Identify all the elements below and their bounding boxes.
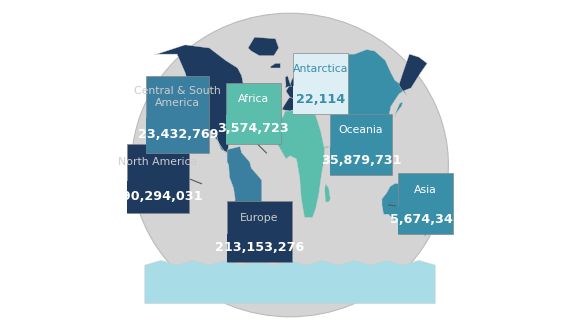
FancyBboxPatch shape — [146, 76, 209, 153]
Text: Africa: Africa — [238, 94, 269, 104]
FancyBboxPatch shape — [227, 201, 292, 262]
FancyBboxPatch shape — [398, 173, 453, 234]
FancyBboxPatch shape — [329, 114, 392, 175]
Text: 390,294,031: 390,294,031 — [113, 190, 203, 203]
Text: Central & South
America: Central & South America — [135, 86, 221, 108]
Text: 22,114: 22,114 — [296, 93, 345, 106]
Polygon shape — [195, 119, 228, 153]
Polygon shape — [227, 147, 262, 250]
Text: Oceania: Oceania — [339, 125, 383, 135]
Text: 5,674,341: 5,674,341 — [390, 213, 461, 226]
Polygon shape — [276, 108, 331, 217]
Text: Europe: Europe — [240, 213, 279, 223]
Polygon shape — [294, 57, 314, 79]
Polygon shape — [282, 94, 321, 111]
Text: 23,432,769: 23,432,769 — [137, 128, 218, 141]
Polygon shape — [429, 223, 432, 230]
Polygon shape — [271, 63, 280, 68]
Polygon shape — [154, 45, 244, 153]
Polygon shape — [382, 183, 414, 230]
Polygon shape — [395, 102, 403, 117]
FancyBboxPatch shape — [329, 147, 392, 175]
FancyBboxPatch shape — [226, 82, 281, 144]
Polygon shape — [306, 50, 407, 162]
Text: 3,574,723: 3,574,723 — [218, 122, 289, 135]
Text: Asia: Asia — [414, 185, 437, 195]
Polygon shape — [286, 56, 313, 99]
Ellipse shape — [132, 13, 448, 317]
FancyBboxPatch shape — [227, 234, 292, 262]
Text: 213,153,276: 213,153,276 — [215, 241, 304, 254]
Text: Antarctica: Antarctica — [293, 64, 348, 74]
Polygon shape — [325, 183, 331, 202]
FancyBboxPatch shape — [126, 181, 189, 213]
FancyBboxPatch shape — [293, 53, 348, 114]
Polygon shape — [399, 54, 427, 91]
FancyBboxPatch shape — [293, 86, 348, 114]
Polygon shape — [248, 37, 279, 56]
FancyBboxPatch shape — [398, 206, 453, 234]
FancyBboxPatch shape — [126, 144, 189, 213]
FancyBboxPatch shape — [146, 118, 209, 153]
Polygon shape — [368, 122, 377, 162]
Polygon shape — [424, 227, 430, 236]
Text: 35,879,731: 35,879,731 — [321, 154, 401, 167]
Polygon shape — [285, 76, 292, 88]
Polygon shape — [306, 57, 314, 73]
Polygon shape — [145, 260, 435, 304]
FancyBboxPatch shape — [226, 115, 281, 144]
Text: North America: North America — [118, 157, 198, 167]
